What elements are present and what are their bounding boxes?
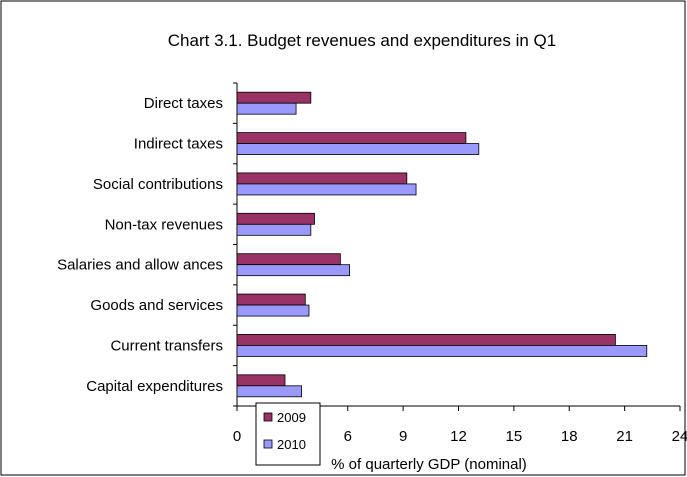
bar-2009-1 [236, 91, 312, 104]
x-tick-label: 24 [672, 428, 687, 445]
legend-items: 2009 2010 [255, 402, 321, 466]
category-label: Salaries and allow ances [57, 257, 223, 274]
legend-entries: 2009 2010 [255, 402, 321, 466]
legend-swatch-2009 [263, 412, 273, 422]
bar-2010-6 [236, 304, 310, 317]
legend-label-2010: 2010 [277, 437, 306, 452]
bar-2010-5 [236, 264, 350, 277]
bar-2009-4 [236, 212, 315, 225]
bar-2009-8 [236, 374, 286, 387]
bar-2009-7 [236, 334, 616, 346]
bars-group [236, 91, 648, 398]
bar-2010-3 [236, 183, 417, 196]
bar-2010-8 [236, 385, 303, 398]
x-tick-label: 6 [344, 428, 352, 445]
x-axis-label: % of quarterly GDP (nominal) [331, 456, 527, 473]
x-tick-label: 9 [399, 428, 407, 445]
category-label: Non-tax revenues [105, 216, 223, 233]
category-label: Indirect taxes [134, 136, 223, 153]
x-tick-label: 21 [616, 428, 633, 445]
bar-2009-5 [236, 253, 341, 266]
bar-2010-4 [236, 223, 312, 236]
chart-title: Chart 3.1. Budget revenues and expenditu… [168, 31, 556, 50]
category-labels: Direct taxes Indirect taxes Social contrib… [57, 95, 223, 395]
bar-2009-2 [236, 132, 467, 144]
bar-2009-6 [236, 293, 306, 306]
category-label: Capital expenditures [86, 378, 223, 395]
x-tick-label: 12 [450, 428, 467, 445]
bar-2010-7 [236, 345, 648, 357]
category-label: Social contributions [93, 176, 223, 193]
x-tick-label: 18 [561, 428, 578, 445]
category-label: Current transfers [110, 337, 223, 354]
category-label: Goods and services [90, 297, 223, 314]
category-label: Direct taxes [144, 95, 223, 112]
x-tick-label: 15 [506, 428, 523, 445]
legend-label-2009: 2009 [277, 410, 306, 425]
bar-2010-2 [236, 143, 480, 155]
bar-2010-1 [236, 102, 297, 115]
legend-swatch-2010 [263, 439, 273, 449]
bar-2009-3 [236, 172, 408, 185]
x-tick-label: 0 [233, 428, 241, 445]
